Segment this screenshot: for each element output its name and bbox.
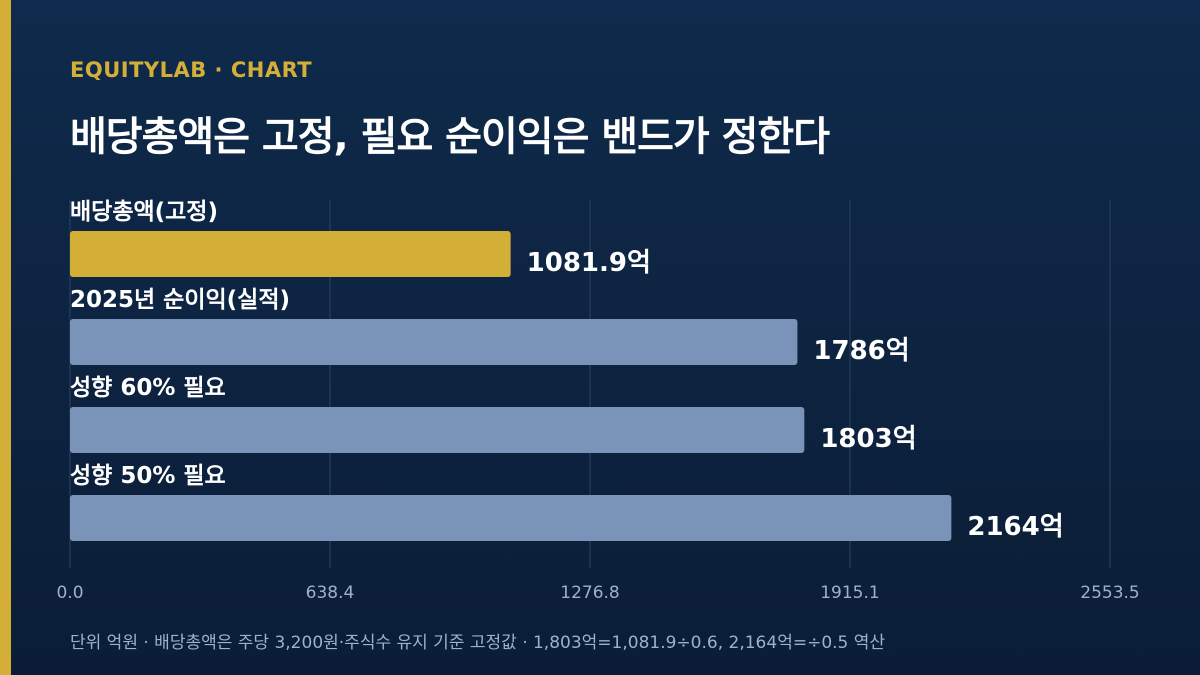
bar-group: 성향 50% 필요 2164억: [70, 463, 1064, 542]
bar: [70, 231, 511, 277]
x-tick-label: 1276.8: [560, 583, 619, 603]
bar: [70, 495, 952, 541]
x-axis: 0.0 638.4 1276.8 1915.1 2553.5: [56, 583, 1139, 603]
bar-group: 배당총액(고정) 1081.9억: [70, 199, 651, 278]
value-label: 1803억: [820, 424, 916, 454]
x-tick-label: 638.4: [306, 583, 355, 603]
category-label: 2025년 순이익(실적): [70, 287, 290, 313]
value-label: 1081.9억: [527, 248, 651, 278]
category-label: 성향 60% 필요: [70, 375, 226, 401]
value-label: 2164억: [967, 512, 1063, 542]
value-label: 1786억: [813, 336, 909, 366]
x-tick-label: 0.0: [56, 583, 83, 603]
footnote: 단위 억원 · 배당총액은 주당 3,200원·주식수 유지 기준 고정값 · …: [70, 633, 886, 653]
bar-group: 성향 60% 필요 1803억: [70, 375, 917, 454]
bar: [70, 407, 805, 453]
category-label: 배당총액(고정): [70, 199, 218, 225]
chart-title: 배당총액은 고정, 필요 순이익은 밴드가 정한다: [70, 114, 830, 160]
brand-label: EQUITYLAB · CHART: [70, 58, 313, 82]
bar: [70, 319, 798, 365]
x-tick-label: 1915.1: [820, 583, 879, 603]
accent-stripe: [0, 0, 11, 675]
x-tick-label: 2553.5: [1080, 583, 1139, 603]
bar-group: 2025년 순이익(실적) 1786억: [70, 287, 910, 366]
category-label: 성향 50% 필요: [70, 463, 226, 489]
